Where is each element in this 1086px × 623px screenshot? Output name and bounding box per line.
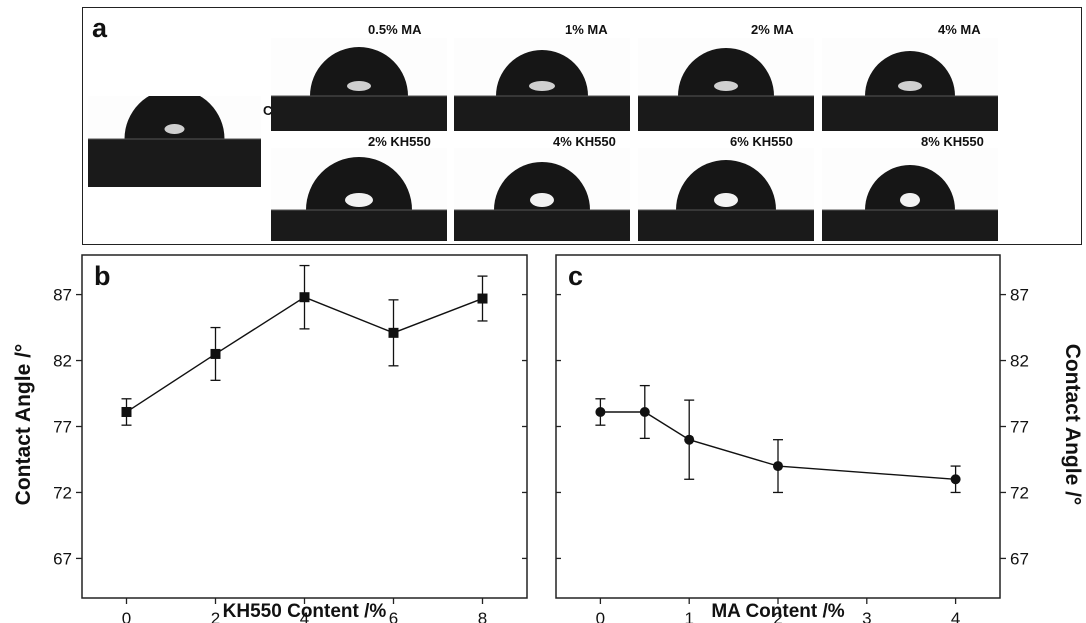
y-tick-label: 82	[53, 352, 72, 371]
kh-droplet-image-2	[454, 148, 630, 241]
kh-droplet-image-4	[822, 148, 998, 241]
data-point-square	[477, 293, 488, 304]
chart-panel-b: b 67 72 77 82 87 0 2 4 6 8 KH550 Content /% Contact …	[12, 254, 528, 623]
x-axis-label: MA Content /%	[711, 601, 844, 622]
ma-label-4: 4% MA	[938, 22, 981, 37]
ma-droplet-image-2	[454, 38, 630, 131]
x-tick-label: 2	[773, 609, 782, 623]
x-tick-label: 0	[596, 609, 605, 623]
y-tick-label: 82	[1010, 352, 1029, 371]
y-tick-label: 72	[53, 483, 72, 502]
x-tick-label: 4	[951, 609, 960, 623]
ma-droplet-image-1	[271, 38, 447, 131]
ma-droplet-image-3	[638, 38, 814, 131]
data-point-circle	[595, 406, 606, 417]
x-tick-label: 0	[122, 609, 131, 623]
ma-label-1: 0.5% MA	[368, 22, 422, 37]
kh-droplet-image-1	[271, 148, 447, 241]
data-point-square	[210, 348, 221, 359]
x-tick-label: 6	[389, 609, 398, 623]
y-axis-label: Contact Angle /°	[1061, 344, 1084, 506]
kh-label-3: 6% KH550	[730, 134, 793, 149]
data-point-square	[388, 327, 399, 338]
ctrl-droplet-image	[88, 96, 261, 187]
data-point-circle	[684, 434, 695, 445]
y-tick-label: 87	[1010, 286, 1029, 305]
y-tick-label: 77	[53, 418, 72, 437]
x-tick-label: 8	[478, 609, 487, 623]
x-axis-label: KH550 Content /%	[223, 601, 387, 622]
x-tick-label: 1	[684, 609, 693, 623]
panel-letter-c: c	[568, 261, 583, 291]
ma-droplet-image-4	[822, 38, 998, 131]
panel-letter-b: b	[94, 261, 111, 291]
data-point-circle	[950, 474, 961, 485]
plot-frame	[555, 254, 1001, 599]
x-tick-label: 4	[300, 609, 309, 623]
data-point-circle	[639, 406, 650, 417]
x-tick-label: 3	[862, 609, 871, 623]
y-tick-label: 67	[53, 549, 72, 568]
chart-panel-c: c 67 72 77 82 87 0 1 2 3 4 MA Content /% Contact Ang…	[555, 254, 1084, 623]
panel-a-photos: a Ctrl 0.5% MA 1% MA 2% MA 4% MA	[82, 7, 1082, 245]
panel-a-letter: a	[92, 13, 108, 43]
data-point-circle	[773, 461, 783, 472]
ma-label-3: 2% MA	[751, 22, 794, 37]
ma-label-2: 1% MA	[565, 22, 608, 37]
kh-droplet-image-3	[638, 148, 814, 241]
data-point-square	[121, 406, 132, 417]
y-axis-label: Contact Angle /°	[12, 344, 35, 506]
y-tick-label: 87	[53, 286, 72, 305]
data-point-square	[299, 292, 310, 303]
kh-label-1: 2% KH550	[368, 134, 431, 149]
y-tick-label: 72	[1010, 483, 1029, 502]
kh-label-2: 4% KH550	[553, 134, 616, 149]
x-tick-label: 2	[211, 609, 220, 623]
kh-label-4: 8% KH550	[921, 134, 984, 149]
y-tick-label: 77	[1010, 418, 1029, 437]
y-tick-label: 67	[1010, 549, 1029, 568]
